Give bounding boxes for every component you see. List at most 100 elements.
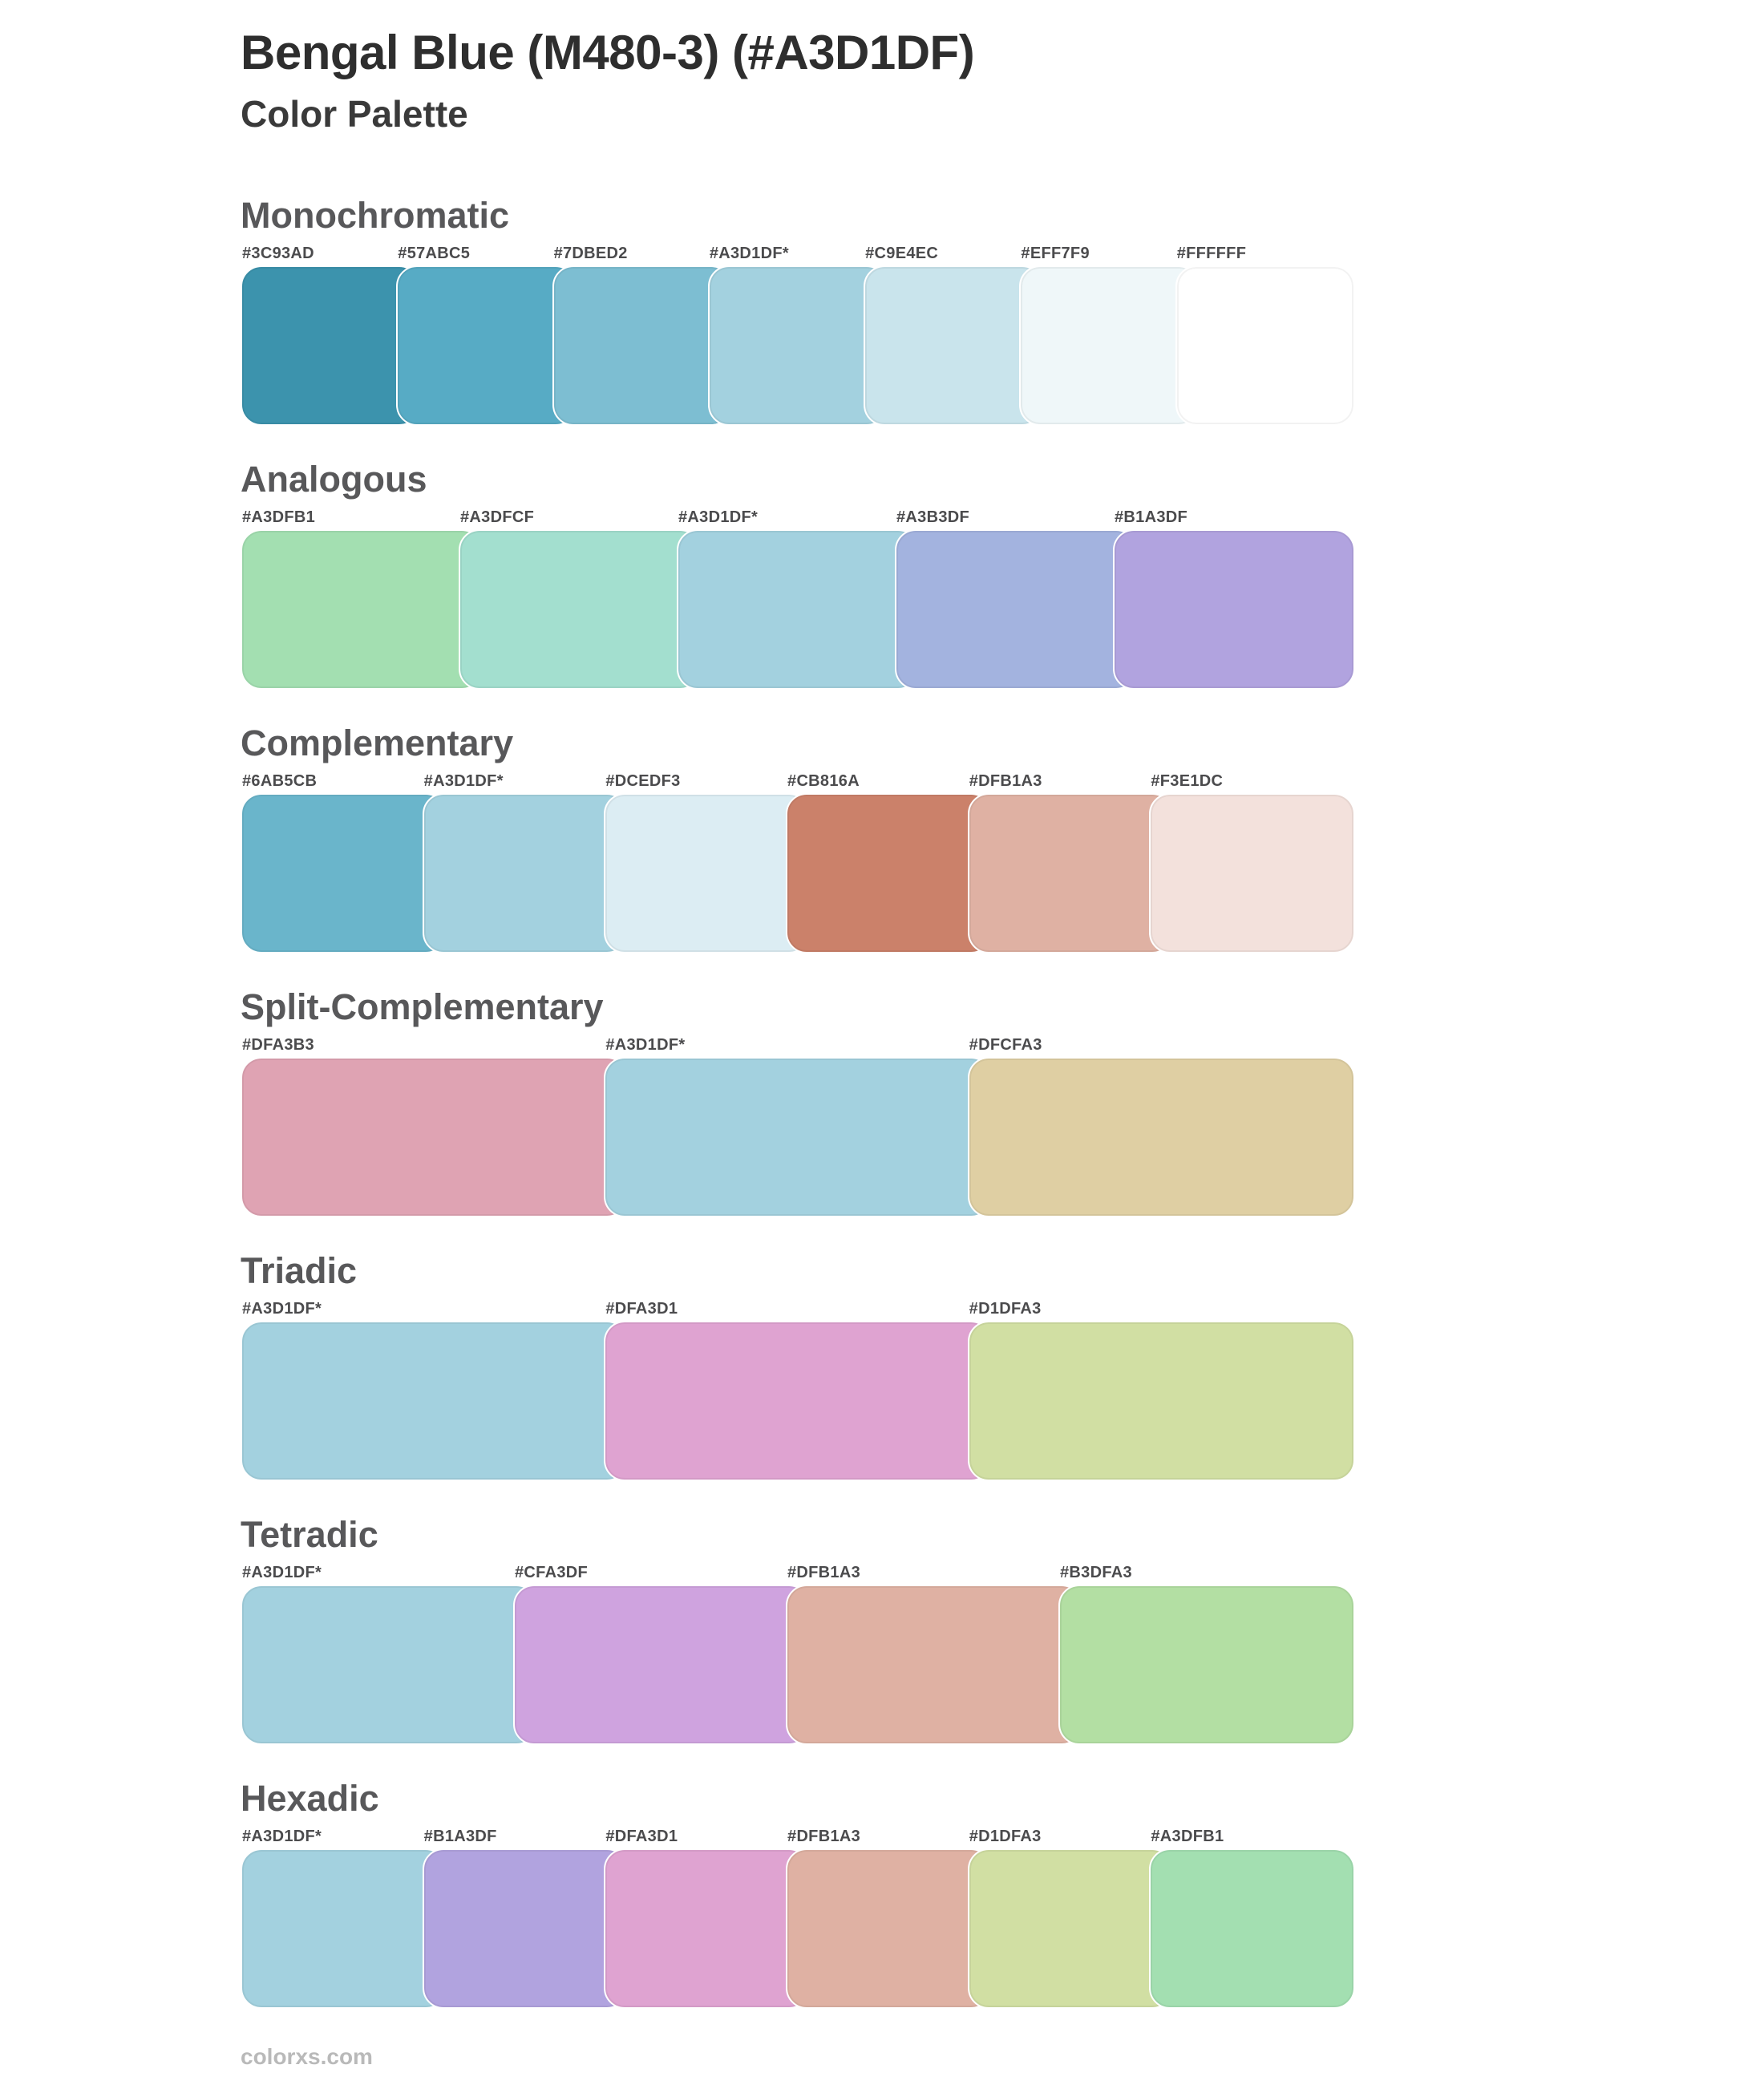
swatch-hex-label: #EFF7F9 (1021, 245, 1090, 262)
color-swatch[interactable] (241, 265, 421, 426)
page-header: Bengal Blue (M480-3) (#A3D1DF) Color Pal… (241, 26, 1764, 133)
palette-row: #6AB5CB #A3D1DF* #DCEDF3 #CB816A #DFB1A3 #F3E… (241, 772, 1356, 953)
swatch-hex-label: #DFB1A3 (787, 1828, 861, 1845)
swatch-hex-label: #CFA3DF (515, 1564, 589, 1581)
swatch-column: #A3DFB1 (241, 508, 483, 690)
page-title: Bengal Blue (M480-3) (#A3D1DF) (241, 26, 975, 79)
color-swatch[interactable] (604, 793, 811, 953)
color-swatch[interactable] (1019, 265, 1200, 426)
color-swatch[interactable] (967, 1057, 1355, 1217)
color-swatch[interactable] (1175, 265, 1355, 426)
color-swatch[interactable] (241, 529, 483, 690)
color-swatch[interactable] (552, 265, 732, 426)
color-swatch[interactable] (1058, 1585, 1355, 1745)
palette-section: Hexadic #A3D1DF* #B1A3DF #DFA3D1 #DFB1A3 #D1D… (241, 1780, 1764, 2009)
swatch-column: #DFA3D1 (604, 1300, 992, 1481)
palette-section: Monochromatic #3C93AD #57ABC5 #7DBED2 #A3D1D… (241, 197, 1764, 426)
swatch-hex-label: #CB816A (787, 772, 860, 790)
swatch-column: #DFB1A3 (786, 1564, 1082, 1745)
color-swatch[interactable] (967, 1848, 1174, 2009)
palette-section: Split-Complementary #DFA3B3 #A3D1DF* #DFCFA… (241, 989, 1764, 1217)
swatch-hex-label: #B1A3DF (423, 1828, 497, 1845)
swatch-column: #D1DFA3 (967, 1828, 1174, 2009)
color-swatch[interactable] (786, 1585, 1082, 1745)
color-swatch[interactable] (707, 265, 888, 426)
color-swatch[interactable] (241, 1057, 629, 1217)
palette-row: #A3D1DF* #CFA3DF #DFB1A3 #B3DFA3 (241, 1564, 1355, 1745)
swatch-column: #A3DFB1 (1149, 1828, 1356, 2009)
swatch-hex-label: #7DBED2 (553, 245, 628, 262)
footer-site-link[interactable]: colorxs.com (241, 2044, 373, 2069)
swatch-hex-label: #A3DFB1 (1151, 1828, 1224, 1845)
swatch-hex-label: #D1DFA3 (969, 1828, 1042, 1845)
swatch-column: #A3D1DF* (422, 772, 629, 953)
swatch-hex-label: #3C93AD (242, 245, 314, 262)
swatch-column: #DFB1A3 (786, 1828, 992, 2009)
swatch-column: #A3D1DF* (241, 1564, 537, 1745)
swatch-column: #F3E1DC (1149, 772, 1356, 953)
swatch-column: #B1A3DF (1113, 508, 1355, 690)
swatch-hex-label: #D1DFA3 (969, 1300, 1042, 1318)
swatch-column: #7DBED2 (552, 245, 732, 426)
section-title: Split-Complementary (241, 986, 604, 1027)
color-swatch[interactable] (895, 529, 1137, 690)
swatch-hex-label: #57ABC5 (398, 245, 471, 262)
swatch-hex-label: #A3B3DF (896, 508, 970, 526)
swatch-column: #A3D1DF* (241, 1828, 447, 2009)
color-swatch[interactable] (513, 1585, 810, 1745)
color-swatch[interactable] (864, 265, 1044, 426)
swatch-column: #CFA3DF (513, 1564, 810, 1745)
color-swatch[interactable] (241, 793, 447, 953)
color-swatch[interactable] (241, 1848, 447, 2009)
swatch-column: #EFF7F9 (1019, 245, 1200, 426)
swatch-column: #A3D1DF* (677, 508, 919, 690)
color-swatch[interactable] (1149, 793, 1356, 953)
color-swatch[interactable] (677, 529, 919, 690)
color-swatch[interactable] (459, 529, 701, 690)
swatch-hex-label: #A3D1DF* (709, 245, 789, 262)
swatch-column: #B1A3DF (422, 1828, 629, 2009)
swatch-hex-label: #DFB1A3 (787, 1564, 861, 1581)
color-swatch[interactable] (604, 1848, 811, 2009)
swatch-hex-label: #A3D1DF* (423, 772, 504, 790)
color-swatch[interactable] (604, 1057, 992, 1217)
swatch-hex-label: #DFA3B3 (242, 1036, 314, 1054)
color-swatch[interactable] (241, 1321, 629, 1481)
swatch-column: #DFA3B3 (241, 1036, 629, 1217)
section-title: Complementary (241, 723, 514, 763)
section-title: Monochromatic (241, 195, 510, 236)
swatch-column: #DFB1A3 (967, 772, 1174, 953)
swatch-hex-label: #C9E4EC (865, 245, 939, 262)
swatch-hex-label: #B3DFA3 (1060, 1564, 1132, 1581)
color-swatch[interactable] (604, 1321, 992, 1481)
palette-sections: Monochromatic #3C93AD #57ABC5 #7DBED2 #A3D1D… (241, 197, 1764, 2009)
color-swatch[interactable] (1149, 1848, 1356, 2009)
swatch-hex-label: #FFFFFF (1176, 245, 1247, 262)
section-title: Triadic (241, 1250, 358, 1291)
color-swatch[interactable] (786, 793, 992, 953)
swatch-hex-label: #A3D1DF* (242, 1564, 322, 1581)
palette-row: #3C93AD #57ABC5 #7DBED2 #A3D1DF* #C9E4EC #EFF… (241, 245, 1355, 426)
swatch-hex-label: #DFCFA3 (969, 1036, 1042, 1054)
page-footer: colorxs.com (241, 2044, 1764, 2070)
color-swatch[interactable] (241, 1585, 537, 1745)
color-swatch[interactable] (967, 1321, 1355, 1481)
swatch-hex-label: #DCEDF3 (605, 772, 681, 790)
swatch-column: #DFCFA3 (967, 1036, 1355, 1217)
color-swatch[interactable] (967, 793, 1174, 953)
color-swatch[interactable] (786, 1848, 992, 2009)
color-swatch[interactable] (1113, 529, 1355, 690)
color-swatch[interactable] (422, 1848, 629, 2009)
swatch-column: #A3B3DF (895, 508, 1137, 690)
section-title: Hexadic (241, 1778, 379, 1819)
color-swatch[interactable] (422, 793, 629, 953)
swatch-column: #CB816A (786, 772, 992, 953)
palette-row: #DFA3B3 #A3D1DF* #DFCFA3 (241, 1036, 1355, 1217)
swatch-hex-label: #A3D1DF* (605, 1036, 686, 1054)
swatch-column: #A3DFCF (459, 508, 701, 690)
palette-row: #A3DFB1 #A3DFCF #A3D1DF* #A3B3DF #B1A3DF (241, 508, 1355, 690)
swatch-hex-label: #DFA3D1 (605, 1300, 678, 1318)
swatch-hex-label: #A3DFB1 (242, 508, 316, 526)
swatch-column: #6AB5CB (241, 772, 447, 953)
color-swatch[interactable] (396, 265, 577, 426)
